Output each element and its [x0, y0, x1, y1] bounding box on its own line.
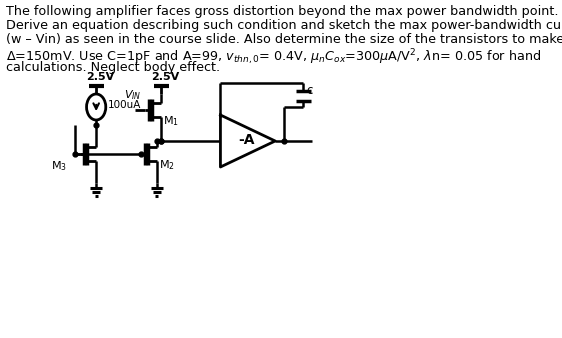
Text: $\Delta$=150mV. Use C=1pF and A=99, $v_{thn,0}$= 0.4V, $\mu_nC_{ox}$=300$\mu$A/V: $\Delta$=150mV. Use C=1pF and A=99, $v_{… [6, 47, 541, 67]
Text: M$_3$: M$_3$ [51, 159, 66, 173]
Text: -A: -A [238, 133, 255, 147]
Text: c: c [306, 83, 312, 97]
Text: The following amplifier faces gross distortion beyond the max power bandwidth po: The following amplifier faces gross dist… [6, 5, 559, 18]
Text: Derive an equation describing such condition and sketch the max power-bandwidth : Derive an equation describing such condi… [6, 19, 562, 32]
Text: 2.5V: 2.5V [86, 72, 114, 82]
Text: calculations. Neglect body effect.: calculations. Neglect body effect. [6, 61, 220, 74]
Text: (w – Vin) as seen in the course slide. Also determine the size of the transistor: (w – Vin) as seen in the course slide. A… [6, 33, 562, 46]
Text: 2.5V: 2.5V [151, 72, 179, 82]
Text: 100uA: 100uA [108, 100, 142, 110]
Text: M$_2$: M$_2$ [159, 158, 175, 172]
Text: $V_{IN}$: $V_{IN}$ [124, 88, 142, 102]
Text: M$_1$: M$_1$ [164, 114, 179, 128]
